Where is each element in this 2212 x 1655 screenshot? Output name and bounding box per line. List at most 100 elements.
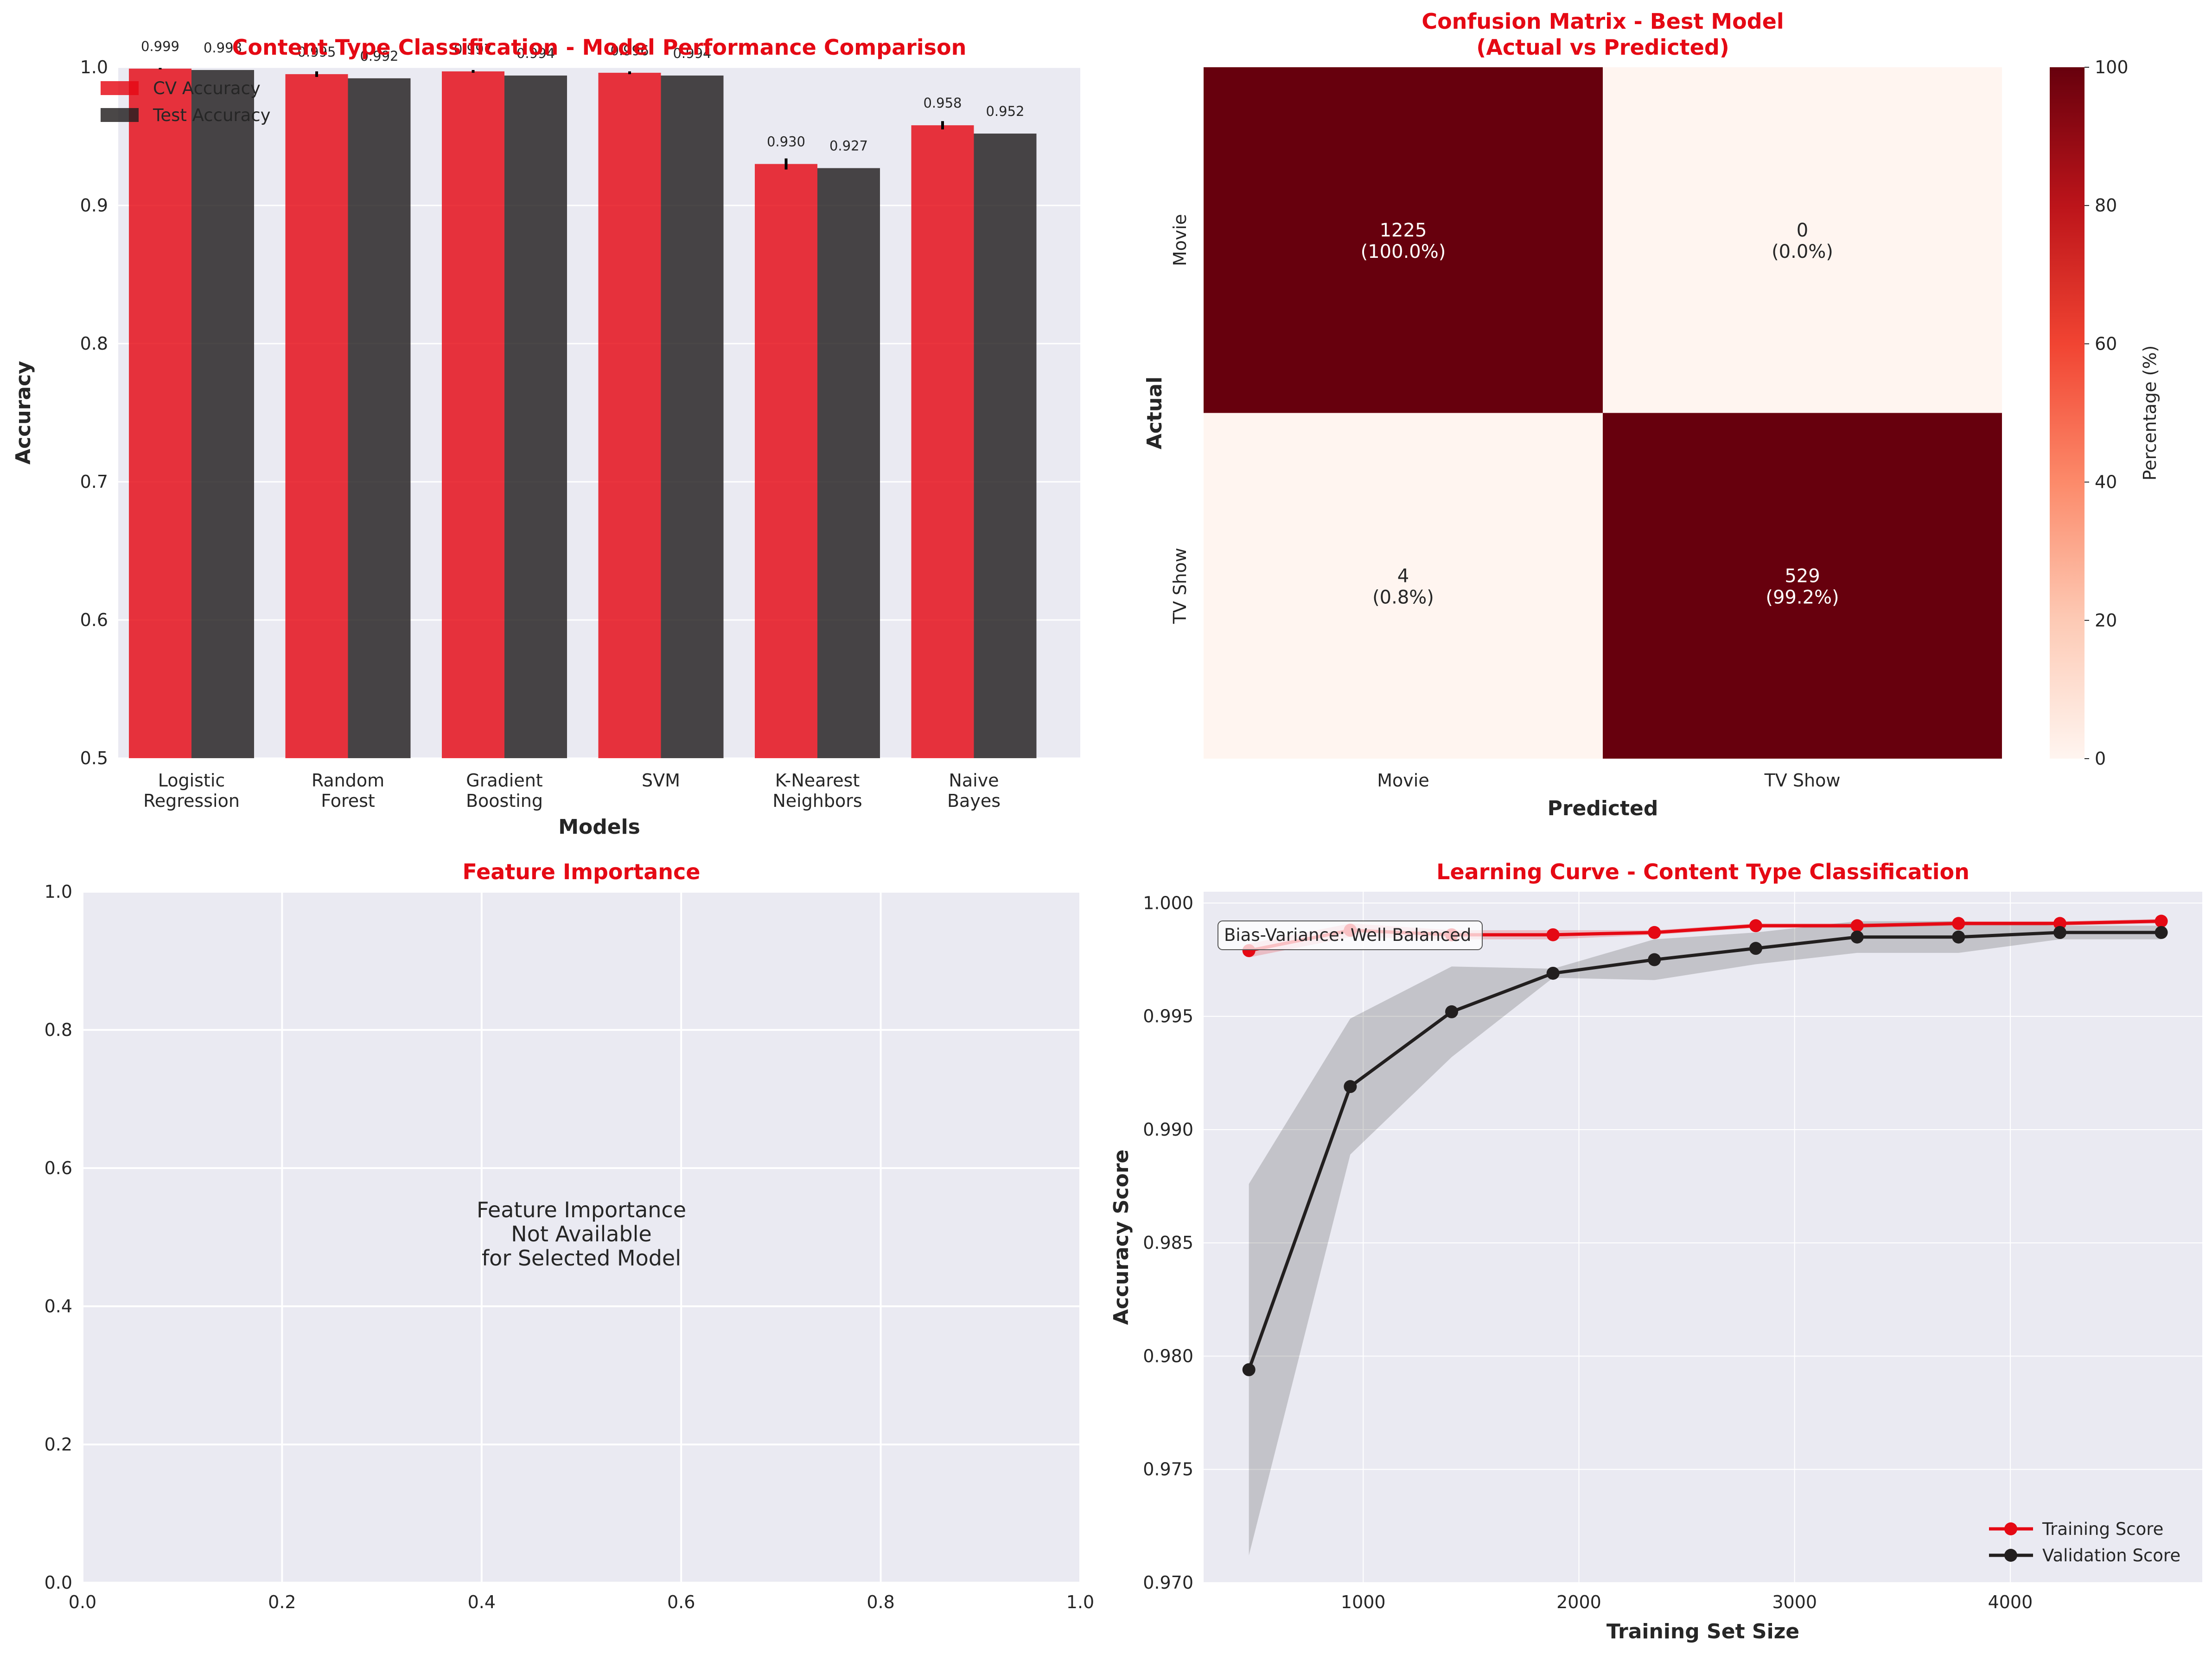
y-tick-label: 0.6 xyxy=(45,1158,72,1178)
bar-cv xyxy=(598,72,661,758)
bar-cv xyxy=(442,71,504,759)
data-point xyxy=(2155,914,2168,928)
data-point xyxy=(1749,942,1762,955)
data-point xyxy=(2053,926,2066,939)
x-tick-label: 3000 xyxy=(1772,1592,1817,1612)
bar-value-label: 0.999 xyxy=(141,38,179,54)
bar-test xyxy=(348,78,411,759)
bar-value-label: 0.997 xyxy=(454,41,492,57)
data-point xyxy=(1952,930,1965,944)
matrix-cell xyxy=(1204,413,1603,759)
legend-label: Validation Score xyxy=(2042,1546,2180,1566)
bar-value-label: 0.927 xyxy=(829,138,868,154)
chart-title: Content Type Classification - Model Perf… xyxy=(232,35,967,60)
x-tick-label: 0.0 xyxy=(69,1592,96,1612)
data-point xyxy=(1648,953,1661,966)
cell-value: 0 (0.0%) xyxy=(1772,220,1833,262)
data-point xyxy=(1850,930,1864,944)
legend-label: CV Accuracy xyxy=(153,78,261,98)
x-tick-label: 1.0 xyxy=(1066,1592,1094,1612)
data-point xyxy=(1546,928,1560,941)
data-point xyxy=(1445,1005,1459,1018)
x-tick-label: SVM xyxy=(642,770,680,791)
bias-variance-annotation: Bias-Variance: Well Balanced xyxy=(1218,920,1483,950)
chart-title: Confusion Matrix - Best Model xyxy=(1422,9,1784,34)
y-tick-label: 0.4 xyxy=(45,1296,72,1316)
colorbar-label: Percentage (%) xyxy=(2140,345,2160,481)
bar-test xyxy=(661,75,724,758)
annotation-box xyxy=(1218,920,1483,950)
confusion-matrix-panel: 1225 (100.0%) 0 (0.0%) 4 (0.8%) 529 (99.2%) Movi… xyxy=(1143,9,2160,820)
bar-cv xyxy=(285,74,348,758)
legend-marker xyxy=(2004,1549,2017,1562)
data-point xyxy=(1546,966,1560,980)
learning-curve-panel: 1000 2000 3000 4000 0.970 0.975 0.980 0.985 0.99… xyxy=(1109,859,2202,1643)
matrix-cell xyxy=(1603,413,2002,759)
bar-value-label: 0.994 xyxy=(516,45,555,61)
data-point xyxy=(1242,1363,1256,1376)
data-point xyxy=(1749,919,1762,933)
x-tick-label: Naive Bayes xyxy=(947,770,1001,811)
legend: CV Accuracy Test Accuracy xyxy=(101,78,271,125)
not-available-message: Feature Importance Not Available for Selec… xyxy=(477,1197,686,1271)
colorbar-tick-label: 0 xyxy=(2095,748,2106,769)
plot-area xyxy=(1204,892,2202,1583)
data-point xyxy=(1344,1080,1357,1093)
y-tick-label: 1.000 xyxy=(1143,893,1193,913)
y-tick-label: 0.985 xyxy=(1143,1233,1193,1253)
matrix-cell xyxy=(1204,67,1603,413)
colorbar xyxy=(2050,67,2085,759)
y-tick-label: 0.5 xyxy=(80,748,108,768)
legend-swatch xyxy=(101,108,139,122)
x-tick-label: Movie xyxy=(1377,770,1429,791)
colorbar-tick-label: 60 xyxy=(2095,333,2117,354)
matrix-cell xyxy=(1603,67,2002,413)
x-tick-label: 0.4 xyxy=(468,1592,496,1612)
chart-subtitle: (Actual vs Predicted) xyxy=(1476,35,1729,60)
series-line xyxy=(1247,931,2161,1370)
y-tick-label: 0.980 xyxy=(1143,1346,1193,1366)
x-tick-label: 1000 xyxy=(1341,1592,1386,1612)
y-tick-label: 0.8 xyxy=(80,333,108,354)
data-point xyxy=(2053,917,2066,930)
data-point xyxy=(1952,917,1965,930)
chart-title: Learning Curve - Content Type Classifica… xyxy=(1436,859,1970,884)
y-tick-label: 0.990 xyxy=(1143,1119,1193,1140)
bar-test xyxy=(974,134,1037,758)
y-axis-label: Accuracy xyxy=(12,361,35,465)
bar-value-label: 0.995 xyxy=(297,44,336,60)
bar-cv xyxy=(755,164,817,759)
y-tick-label: 0.970 xyxy=(1143,1572,1193,1593)
y-tick-label: 0.9 xyxy=(80,195,108,216)
y-axis-label: Accuracy Score xyxy=(1109,1150,1133,1325)
legend-marker xyxy=(2004,1522,2017,1535)
model-comparison-panel: 0.5 0.6 0.7 0.8 0.9 1.0 0.999 0.998 Logistic Regr… xyxy=(12,35,1080,839)
y-tick-label: 0.6 xyxy=(80,610,108,630)
bar-cv xyxy=(129,68,191,759)
colorbar-tick-label: 40 xyxy=(2095,472,2117,492)
legend: Training Score Validation Score xyxy=(1989,1519,2180,1566)
x-axis-label: Models xyxy=(558,815,640,839)
y-axis-label: Actual xyxy=(1143,377,1167,449)
x-tick-label: Random Forest xyxy=(312,770,384,811)
bar-value-label: 0.994 xyxy=(673,45,711,61)
y-tick-label: Movie xyxy=(1170,214,1190,266)
cell-value: 4 (0.8%) xyxy=(1372,565,1434,608)
cell-value: 529 (99.2%) xyxy=(1766,565,1839,608)
x-tick-label: 4000 xyxy=(1988,1592,2033,1612)
legend-label: Test Accuracy xyxy=(153,105,271,125)
y-tick-label: 1.0 xyxy=(45,882,72,902)
x-tick-label: 2000 xyxy=(1556,1592,1601,1612)
plot-area xyxy=(83,892,1080,1583)
y-tick-label: 0.975 xyxy=(1143,1459,1193,1480)
y-tick-label: 0.8 xyxy=(45,1020,72,1040)
bar-value-label: 0.996 xyxy=(610,43,649,58)
x-tick-label: 0.2 xyxy=(268,1592,296,1612)
y-tick-label: 0.995 xyxy=(1143,1006,1193,1027)
bar-test xyxy=(191,70,254,759)
bar-value-label: 0.952 xyxy=(986,103,1024,119)
colorbar-tick-label: 80 xyxy=(2095,195,2117,216)
x-tick-label: 0.6 xyxy=(667,1592,695,1612)
x-tick-label: Gradient Boosting xyxy=(466,770,543,811)
